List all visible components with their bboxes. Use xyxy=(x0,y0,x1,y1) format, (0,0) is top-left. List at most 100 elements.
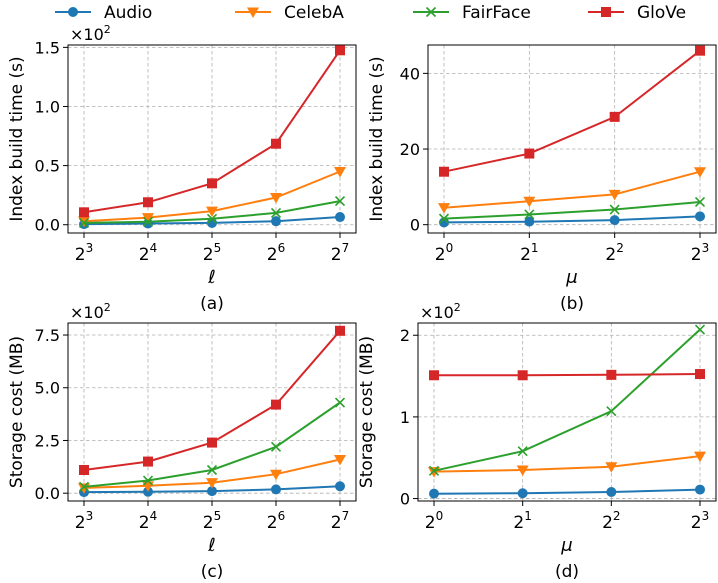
point-audio xyxy=(695,211,705,222)
point-glove xyxy=(517,370,528,381)
point-fairface xyxy=(78,481,90,492)
point-fairface xyxy=(206,464,218,476)
point-celeba xyxy=(334,454,346,466)
axes-frame-b xyxy=(427,44,717,234)
x-tick-label: 25 xyxy=(203,241,221,265)
point-audio xyxy=(606,487,617,498)
x-axis-label-a: ℓ xyxy=(207,267,215,288)
point-glove xyxy=(143,197,153,208)
point-fairface xyxy=(206,213,218,224)
point-celeba xyxy=(608,189,621,201)
point-celeba xyxy=(334,167,346,178)
point-fairface xyxy=(694,324,706,335)
legend-label-glove: GloVe xyxy=(637,3,686,23)
point-audio xyxy=(335,212,345,223)
panel-d: 20 21 22 23 0 1 2 ×102 Storage cost (MB) μ (d) xyxy=(357,301,717,582)
point-audio xyxy=(429,488,439,499)
series-celeba-d xyxy=(428,451,706,478)
axes-frame-a xyxy=(67,44,357,234)
x-tick-label: 21 xyxy=(520,241,538,265)
point-glove xyxy=(207,437,217,448)
point-audio xyxy=(609,215,620,226)
point-audio xyxy=(271,484,281,495)
x-tick-label: 23 xyxy=(691,241,709,265)
point-glove xyxy=(695,369,705,380)
y-tick-label: 40 xyxy=(400,64,420,83)
point-audio xyxy=(517,488,528,499)
point-celeba xyxy=(694,167,706,178)
grid-d xyxy=(418,323,716,501)
x-tick-label: 21 xyxy=(513,509,531,533)
legend-item-fairface: FairFace xyxy=(413,3,531,23)
point-glove xyxy=(79,464,89,475)
caption-a: (a) xyxy=(200,294,224,314)
series-celeba-a xyxy=(78,167,346,228)
x-tick-label: 22 xyxy=(602,509,620,533)
y-axis-label-c: Storage cost (MB) xyxy=(7,336,27,488)
series-fairface-b xyxy=(438,196,706,224)
point-glove xyxy=(207,178,217,189)
legend-marker-audio xyxy=(68,7,78,17)
y-axis-label-a: Index build time (s) xyxy=(7,56,27,221)
point-celeba xyxy=(270,469,282,481)
point-fairface xyxy=(606,406,617,417)
y-tick-label: 20 xyxy=(400,140,420,159)
point-fairface xyxy=(334,397,346,408)
series-fairface-a xyxy=(78,196,346,229)
point-glove xyxy=(609,111,620,122)
y-tick-label: 1 xyxy=(400,408,410,427)
point-glove xyxy=(335,325,345,336)
series-audio-d xyxy=(429,484,705,499)
x-tick-label: 27 xyxy=(331,509,349,533)
axes-frame-d xyxy=(417,322,717,502)
caption-c: (c) xyxy=(201,562,224,582)
series-celeba-b xyxy=(438,167,706,214)
y-tick-label: 5.0 xyxy=(35,379,60,398)
point-fairface xyxy=(334,196,346,207)
point-fairface xyxy=(270,441,282,452)
x-tick-label: 26 xyxy=(267,509,285,533)
point-glove xyxy=(335,45,345,56)
series-glove-a xyxy=(79,45,345,218)
point-celeba xyxy=(523,196,536,208)
y-tick-label: 0.0 xyxy=(35,216,60,235)
y-multiplier-c: ×102 xyxy=(70,301,111,322)
point-audio xyxy=(695,484,705,495)
point-glove xyxy=(606,369,617,380)
x-tick-label: 23 xyxy=(75,509,93,533)
caption-b: (b) xyxy=(560,294,584,314)
point-celeba xyxy=(206,206,218,218)
series-line-audio xyxy=(433,488,701,495)
point-glove xyxy=(79,207,89,218)
series-glove-d xyxy=(429,369,705,381)
y-multiplier-d: ×102 xyxy=(420,301,461,322)
point-fairface xyxy=(428,465,440,476)
point-fairface xyxy=(524,209,535,220)
point-glove xyxy=(524,148,535,159)
y-tick-label: 0 xyxy=(410,216,420,235)
point-audio xyxy=(207,486,217,497)
caption-d: (d) xyxy=(555,562,579,582)
series-line-glove xyxy=(434,373,701,377)
point-glove xyxy=(143,456,153,467)
series-fairface-c xyxy=(78,397,346,492)
y-tick-label: 2 xyxy=(400,326,410,345)
x-tick-label: 27 xyxy=(331,241,349,265)
legend-item-celeba: CelebA xyxy=(235,3,344,23)
x-tick-label: 24 xyxy=(139,509,157,533)
point-celeba xyxy=(516,465,529,476)
point-fairface xyxy=(609,204,620,215)
y-tick-label: 0 xyxy=(400,490,410,509)
legend-label-celeba: CelebA xyxy=(284,3,344,23)
legend-item-audio: Audio xyxy=(55,3,152,23)
series-line-fairface xyxy=(433,328,701,472)
y-tick-label: 0.0 xyxy=(35,484,60,503)
legend-label-fairface: FairFace xyxy=(462,3,531,23)
point-celeba xyxy=(270,193,282,204)
legend-label-audio: Audio xyxy=(104,3,152,23)
x-tick-label: 23 xyxy=(691,509,709,533)
grid-a xyxy=(68,45,356,233)
legend-marker-fairface xyxy=(425,6,437,18)
legend-marker-glove xyxy=(601,7,611,17)
